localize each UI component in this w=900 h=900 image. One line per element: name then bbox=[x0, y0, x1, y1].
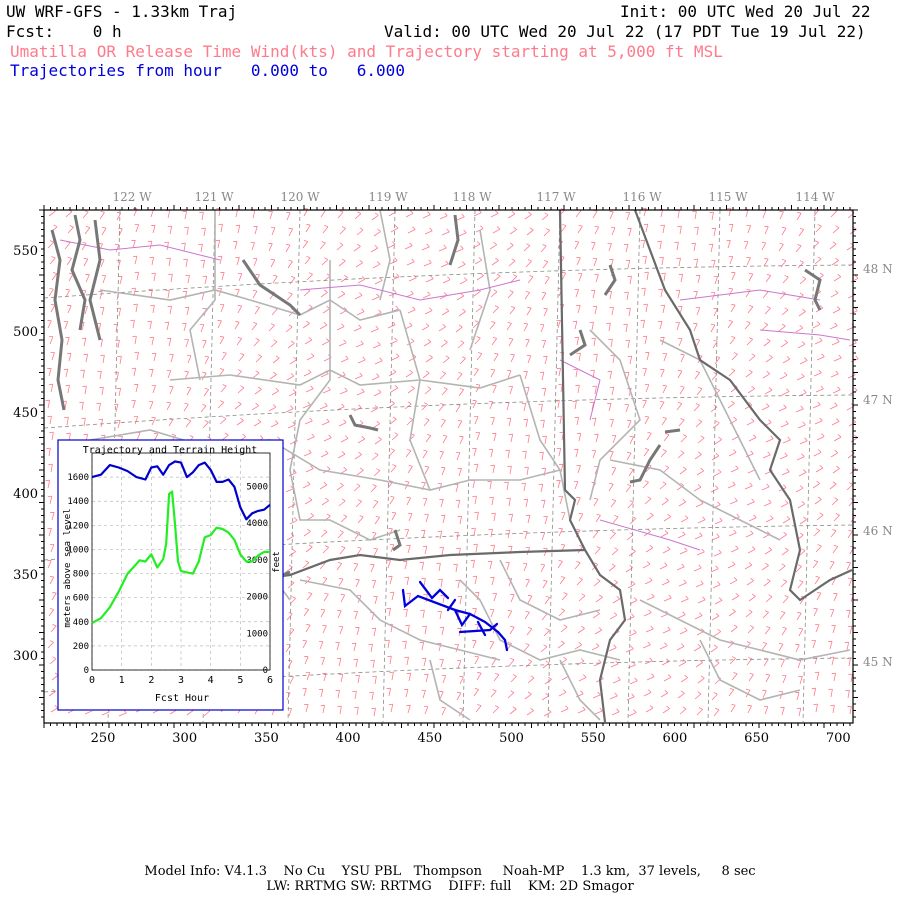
longitude-label: 117 W bbox=[536, 190, 576, 204]
meridian-line bbox=[707, 209, 721, 723]
y-grid-tick-label: 300 bbox=[13, 649, 38, 664]
inset-x-tick-label: 1 bbox=[119, 675, 125, 686]
trajectory-terrain-inset: Trajectory and Terrain Height meters abo… bbox=[57, 439, 284, 711]
inset-left-tick-label: 1000 bbox=[67, 545, 89, 555]
parallel-line bbox=[43, 264, 854, 299]
latitude-label: 48 N bbox=[863, 262, 893, 276]
y-grid-tick-label: 400 bbox=[13, 487, 38, 502]
valid-time: Valid: 00 UTC Wed 20 Jul 22 (17 PDT Tue … bbox=[384, 22, 866, 41]
inset-left-tick-label: 200 bbox=[73, 642, 89, 652]
inset-x-tick-label: 4 bbox=[208, 675, 214, 686]
inset-left-tick-label: 1600 bbox=[67, 473, 89, 483]
longitude-label: 119 W bbox=[368, 190, 408, 204]
inset-left-tick-label: 600 bbox=[73, 594, 89, 604]
model-info-line1: Model Info: V4.1.3 No Cu YSU PBL Thompso… bbox=[144, 864, 756, 879]
trajectory-height-line bbox=[91, 460, 271, 521]
model-info-line2: LW: RRTMG SW: RRTMG DIFF: full KM: 2D Sm… bbox=[266, 879, 634, 894]
inset-right-tick-label: 4000 bbox=[246, 519, 268, 529]
x-grid-tick-label: 550 bbox=[581, 731, 606, 746]
inset-x-tick-label: 6 bbox=[267, 675, 273, 686]
product-description: Umatilla OR Release Time Wind(kts) and T… bbox=[10, 42, 723, 61]
y-grid-tick-label: 550 bbox=[13, 244, 38, 259]
meridian-line bbox=[202, 209, 216, 723]
inset-right-tick-label: 0 bbox=[263, 666, 268, 676]
state-borders bbox=[249, 209, 853, 723]
parallel-line bbox=[43, 657, 854, 693]
inset-left-axis-label: meters above sea level bbox=[63, 508, 73, 627]
inset-left-tick-label: 1200 bbox=[67, 521, 89, 531]
x-grid-tick-label: 300 bbox=[172, 731, 197, 746]
longitude-label: 118 W bbox=[452, 190, 492, 204]
meridian-line bbox=[287, 209, 301, 723]
forecast-hour: Fcst: 0 h bbox=[6, 22, 122, 41]
meridian-line bbox=[107, 209, 121, 723]
parallel-line bbox=[43, 524, 854, 561]
frame-tick-marks bbox=[39, 205, 858, 728]
latitude-label: 45 N bbox=[863, 655, 893, 669]
longitude-label: 121 W bbox=[194, 190, 234, 204]
latitude-label: 47 N bbox=[863, 393, 893, 407]
meridian-line bbox=[382, 209, 396, 723]
trajectory-hours: Trajectories from hour 0.000 to 6.000 bbox=[10, 61, 405, 80]
model-title: UW WRF-GFS - 1.33km Traj bbox=[6, 2, 238, 21]
x-grid-tick-label: 500 bbox=[499, 731, 524, 746]
inset-x-tick-label: 5 bbox=[237, 675, 243, 686]
inset-right-tick-label: 3000 bbox=[246, 556, 268, 566]
x-grid-tick-label: 650 bbox=[744, 731, 769, 746]
tick-path bbox=[39, 205, 858, 728]
inset-title: Trajectory and Terrain Height bbox=[83, 445, 258, 456]
y-grid-tick-label: 350 bbox=[13, 568, 38, 583]
inset-x-tick-label: 0 bbox=[89, 675, 95, 686]
inset-right-tick-label: 5000 bbox=[246, 482, 268, 492]
parallel-line bbox=[43, 394, 854, 429]
latitude-label: 46 N bbox=[863, 524, 893, 538]
y-grid-tick-label: 450 bbox=[13, 406, 38, 421]
inset-frame bbox=[57, 439, 284, 711]
x-grid-tick-label: 450 bbox=[417, 731, 442, 746]
wind-barb-field bbox=[45, 207, 859, 717]
longitude-label: 122 W bbox=[112, 190, 152, 204]
inset-left-tick-label: 400 bbox=[73, 618, 89, 628]
longitude-label: 114 W bbox=[795, 190, 835, 204]
inset-x-tick-label: 3 bbox=[178, 675, 184, 686]
inset-plot-area: 0200400600800100012001400160001000200030… bbox=[67, 452, 273, 686]
x-grid-tick-label: 350 bbox=[254, 731, 279, 746]
inset-right-tick-label: 2000 bbox=[246, 593, 268, 603]
meridian-line bbox=[802, 209, 816, 723]
inset-plot-frame bbox=[91, 452, 271, 671]
longitude-label: 116 W bbox=[622, 190, 662, 204]
x-grid-tick-label: 700 bbox=[826, 731, 851, 746]
trajectory-arrows bbox=[401, 580, 509, 652]
x-grid-tick-label: 400 bbox=[336, 731, 361, 746]
init-time: Init: 00 UTC Wed 20 Jul 22 bbox=[620, 2, 871, 21]
meridian-line bbox=[627, 209, 641, 723]
y-grid-tick-label: 500 bbox=[13, 325, 38, 340]
meridian-line bbox=[462, 209, 476, 723]
longitude-label: 120 W bbox=[280, 190, 320, 204]
terrain-height-line bbox=[91, 490, 270, 624]
longitude-label: 115 W bbox=[708, 190, 748, 204]
x-grid-tick-label: 600 bbox=[662, 731, 687, 746]
inset-left-tick-label: 1400 bbox=[67, 497, 89, 507]
inset-right-axis-label: feet bbox=[272, 551, 282, 573]
inset-x-axis-label: Fcst Hour bbox=[155, 693, 209, 704]
inset-left-tick-label: 0 bbox=[84, 666, 89, 676]
wind-barbs-layer bbox=[45, 207, 859, 717]
x-grid-tick-label: 250 bbox=[91, 731, 116, 746]
inset-left-tick-label: 800 bbox=[73, 570, 89, 580]
inset-right-tick-label: 1000 bbox=[246, 629, 268, 639]
inset-x-tick-label: 2 bbox=[148, 675, 154, 686]
roads bbox=[59, 239, 851, 551]
meridian-line bbox=[547, 209, 561, 723]
map-frame bbox=[43, 209, 854, 724]
map-axis-labels: 122 W 121 W 120 W 119 W 118 W 117 W 116 W 115 W… bbox=[13, 190, 892, 746]
